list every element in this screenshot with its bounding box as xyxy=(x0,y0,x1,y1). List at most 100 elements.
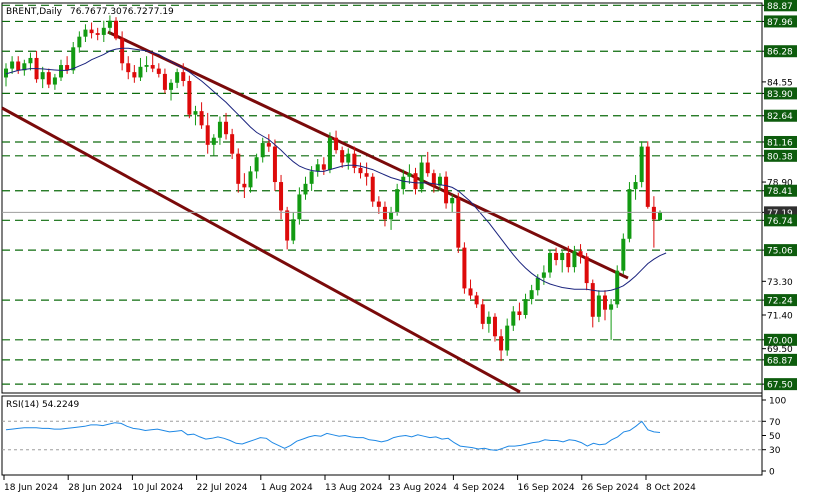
candle-body-bull xyxy=(248,171,253,188)
candle-body-bear xyxy=(266,143,271,147)
candle-body-bear xyxy=(230,134,235,154)
price-tick-label: 78.90 xyxy=(767,179,793,189)
level-price-tag xyxy=(764,184,797,197)
candle-body-bull xyxy=(28,57,33,64)
candle xyxy=(327,132,332,174)
candle-body-bear xyxy=(236,153,241,184)
candle-body-bull xyxy=(523,299,528,315)
candle-body-bull xyxy=(59,65,64,78)
candle xyxy=(499,329,504,362)
candle xyxy=(456,192,461,253)
candle-body-bear xyxy=(376,201,381,207)
candle xyxy=(28,52,33,71)
candle-body-bear xyxy=(321,164,326,170)
candle xyxy=(419,155,424,193)
ohlc-high: 77.30 xyxy=(96,7,122,17)
candle xyxy=(242,173,247,198)
candle-body-bull xyxy=(401,176,406,190)
candle xyxy=(462,242,467,294)
candle-body-bear xyxy=(382,206,387,220)
candle xyxy=(590,279,595,328)
candle xyxy=(382,201,387,227)
candle-body-bull xyxy=(615,270,620,305)
candle-body-bear xyxy=(279,182,284,211)
level-price-tag xyxy=(764,244,797,257)
candle xyxy=(10,56,15,74)
candle-body-bear xyxy=(358,167,363,174)
price-tick-label: 69.50 xyxy=(767,345,793,355)
candle xyxy=(486,311,491,333)
candle xyxy=(615,265,620,308)
candle-body-bull xyxy=(211,137,216,145)
candle xyxy=(169,79,174,101)
candle-body-bear xyxy=(431,173,436,186)
candle xyxy=(474,291,479,308)
candle-body-bull xyxy=(437,176,442,186)
candle-body-bear xyxy=(602,295,607,310)
candle-body-bull xyxy=(254,157,259,172)
candle xyxy=(205,112,210,154)
level-price-tag xyxy=(764,135,797,148)
candle xyxy=(584,252,589,291)
horizontal-levels xyxy=(2,4,762,385)
candle-body-bear xyxy=(456,198,461,248)
rsi-tick-label: 0 xyxy=(769,468,775,478)
candle xyxy=(144,56,149,73)
candle-body-bear xyxy=(364,173,369,177)
candle xyxy=(266,134,271,152)
candle xyxy=(230,128,235,159)
candle-body-bear xyxy=(517,311,522,315)
candle-body-bull xyxy=(303,183,308,195)
date-tick-label: 26 Sep 2024 xyxy=(582,483,639,493)
candle-body-bull xyxy=(175,72,180,83)
candle-body-bear xyxy=(46,72,51,85)
candle xyxy=(395,183,400,216)
candle-body-bear xyxy=(352,153,357,168)
candle-body-bear xyxy=(65,65,70,71)
price-tick-label: 81.16 xyxy=(767,138,793,148)
candle xyxy=(46,68,51,89)
candle-body-bear xyxy=(224,121,229,135)
symbol-label: BRENT,Daily xyxy=(6,7,63,17)
candle-body-bear xyxy=(474,295,479,305)
candle-body-bear xyxy=(120,38,125,64)
candle xyxy=(633,174,638,200)
date-tick-label: 22 Jul 2024 xyxy=(197,483,248,493)
candle-body-bull xyxy=(193,111,198,115)
candle-body-bear xyxy=(590,283,595,317)
candle-body-bull xyxy=(541,272,546,278)
candle-body-bear xyxy=(480,304,485,324)
candle xyxy=(150,52,155,73)
candle xyxy=(297,187,302,225)
candle-body-bear xyxy=(645,146,650,207)
date-tick-label: 13 Aug 2024 xyxy=(325,483,383,493)
candle xyxy=(511,306,516,331)
candle-body-bull xyxy=(327,137,332,170)
price-tick-label: 82.64 xyxy=(767,112,793,122)
candle-body-bear xyxy=(651,206,656,220)
candle-body-bull xyxy=(547,252,552,273)
candle-body-bull xyxy=(71,47,76,71)
candle-body-bull xyxy=(260,143,265,158)
candle-body-bear xyxy=(132,72,137,78)
candle xyxy=(621,233,626,275)
candle xyxy=(272,139,277,191)
price-tick-label: 75.06 xyxy=(767,247,793,257)
candle xyxy=(303,176,308,200)
candle xyxy=(120,31,125,71)
level-price-tag xyxy=(764,214,797,227)
level-price-tag xyxy=(764,87,797,100)
candle xyxy=(358,162,363,179)
level-price-tag xyxy=(764,15,797,28)
candle xyxy=(376,196,381,214)
candle-body-bull xyxy=(560,252,565,261)
candle xyxy=(114,17,119,41)
candle-body-bull xyxy=(609,304,614,310)
candle-body-bull xyxy=(407,173,412,177)
candle xyxy=(224,112,229,140)
price-tick-label: 73.30 xyxy=(767,278,793,288)
candle-body-bear xyxy=(95,33,100,35)
candle xyxy=(16,56,21,74)
candle xyxy=(431,169,436,193)
candle xyxy=(95,27,100,41)
